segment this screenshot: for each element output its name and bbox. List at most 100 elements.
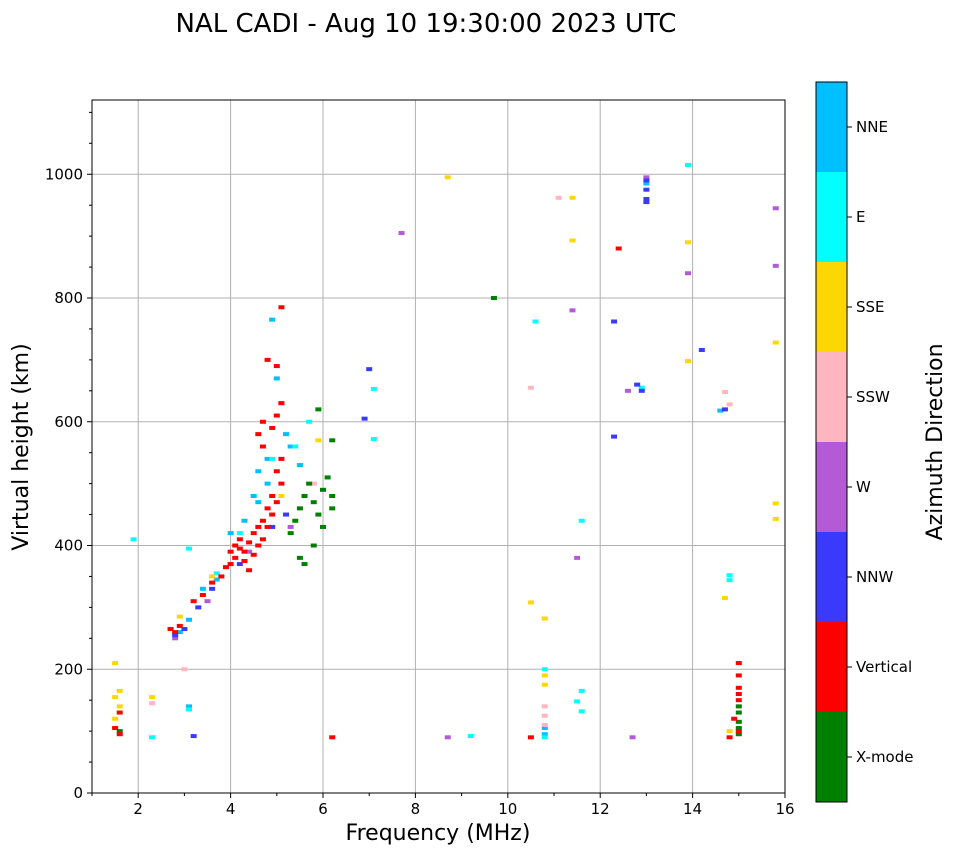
data-point <box>264 357 271 362</box>
data-point <box>684 359 691 364</box>
data-point <box>541 682 548 687</box>
data-point <box>116 729 123 734</box>
data-point <box>296 555 303 560</box>
data-point <box>246 540 253 545</box>
data-point <box>361 416 368 421</box>
data-point <box>112 716 119 721</box>
colorbar-tick-label: SSW <box>856 388 890 406</box>
data-point <box>643 197 650 201</box>
data-point <box>250 494 257 498</box>
data-point <box>329 735 336 740</box>
data-point <box>269 512 276 517</box>
data-point <box>292 518 299 523</box>
data-point <box>684 240 691 245</box>
data-point <box>149 701 156 706</box>
colorbar-segment <box>816 622 847 712</box>
data-point <box>731 716 738 721</box>
data-point <box>643 181 650 186</box>
data-point <box>273 376 280 381</box>
data-point <box>246 549 253 554</box>
data-point <box>283 512 290 517</box>
x-tick-label: 12 <box>591 800 610 818</box>
data-point <box>444 735 451 740</box>
data-point <box>213 577 220 582</box>
data-point <box>172 630 179 635</box>
data-point <box>772 340 779 345</box>
data-point <box>310 500 317 505</box>
data-point <box>292 444 299 449</box>
colorbar-segment <box>816 82 847 172</box>
data-point <box>310 543 317 548</box>
data-point <box>269 456 276 461</box>
data-point <box>236 562 243 567</box>
data-point <box>112 695 119 700</box>
data-point <box>278 305 285 310</box>
data-point <box>615 246 622 251</box>
colorbar-segment <box>816 172 847 262</box>
data-point <box>629 735 636 740</box>
colorbar-tick-label: NNE <box>856 118 888 136</box>
data-point <box>370 386 377 391</box>
data-point <box>643 178 650 183</box>
data-point <box>541 722 548 727</box>
data-point <box>643 200 650 205</box>
data-point <box>569 195 576 200</box>
grid-lines <box>92 100 785 793</box>
colorbar: X-mode Vertical NNW W SSW SSE E NNE <box>815 81 913 803</box>
data-point <box>541 667 548 672</box>
data-point <box>130 537 137 542</box>
data-point <box>273 413 280 418</box>
data-point <box>269 524 276 529</box>
data-point <box>320 487 326 492</box>
data-point <box>306 419 313 424</box>
x-tick-label: 10 <box>498 800 517 818</box>
data-point <box>684 162 691 167</box>
y-axis-ticks: 0 200 400 600 800 1000 <box>45 111 92 802</box>
plot-frame <box>91 99 786 794</box>
data-point <box>255 500 262 505</box>
series-w <box>172 175 779 740</box>
data-point <box>186 546 193 551</box>
data-point <box>172 633 179 638</box>
data-point <box>296 506 303 511</box>
x-axis-label: Frequency (MHz) <box>346 821 531 846</box>
data-point <box>287 531 294 536</box>
data-point <box>735 673 742 678</box>
series-nnw <box>172 178 728 739</box>
data-point <box>176 614 183 619</box>
colorbar-label: Azimuth Direction <box>923 343 948 540</box>
data-point <box>638 385 645 390</box>
data-point <box>255 543 262 548</box>
data-point <box>611 319 618 324</box>
data-point <box>181 667 188 672</box>
data-point <box>246 568 253 573</box>
data-point <box>227 562 234 567</box>
y-tick-label: 400 <box>54 537 83 555</box>
data-point <box>735 710 742 715</box>
data-point <box>190 734 197 739</box>
data-point <box>186 707 193 712</box>
data-point <box>315 438 322 443</box>
data-point <box>190 599 197 604</box>
data-point <box>241 518 248 523</box>
data-point <box>116 704 123 709</box>
x-tick-label: 8 <box>411 800 421 818</box>
x-axis-ticks: 2 4 6 8 10 12 14 16 <box>91 793 795 818</box>
y-axis-label: Virtual height (km) <box>9 343 34 550</box>
data-point <box>195 605 202 610</box>
data-point <box>490 296 497 300</box>
data-point <box>772 501 779 506</box>
data-point <box>735 698 742 703</box>
data-point <box>112 661 119 666</box>
data-point <box>726 578 733 583</box>
data-point <box>273 500 280 505</box>
data-point <box>735 719 742 724</box>
data-point <box>735 732 742 737</box>
data-point <box>255 432 262 437</box>
data-point <box>301 562 308 567</box>
data-point <box>269 425 276 430</box>
data-point <box>721 596 728 601</box>
y-tick-label: 800 <box>54 289 83 307</box>
series-sse <box>112 175 779 734</box>
data-point <box>634 382 641 387</box>
